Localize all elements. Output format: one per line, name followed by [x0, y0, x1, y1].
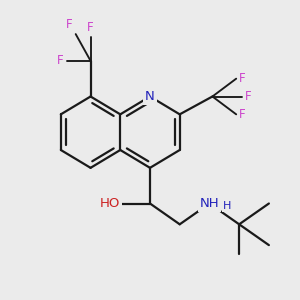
- Text: NH: NH: [200, 197, 219, 210]
- Text: F: F: [245, 90, 252, 103]
- Text: F: F: [66, 18, 73, 31]
- Text: F: F: [239, 108, 246, 121]
- Text: F: F: [57, 54, 64, 67]
- Text: F: F: [87, 21, 94, 34]
- Text: HO: HO: [100, 197, 120, 210]
- Text: N: N: [145, 90, 155, 103]
- Text: F: F: [239, 72, 246, 85]
- Text: H: H: [223, 202, 231, 212]
